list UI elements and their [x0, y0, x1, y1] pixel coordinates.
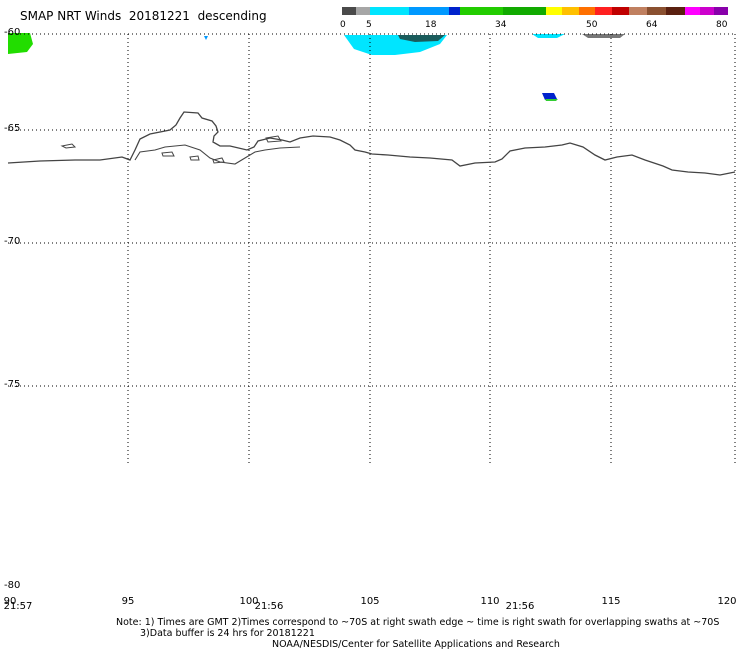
colorbar-segment: [409, 7, 449, 15]
graticule: [8, 33, 736, 465]
wind-patch-gray: [582, 34, 625, 38]
lon-tick-110: 110: [480, 596, 500, 607]
colorbar-segment: [666, 7, 686, 15]
colorbar-segment: [713, 7, 728, 15]
colorbar-label-34: 34: [495, 20, 507, 30]
antarctic-coastline: [7, 111, 736, 176]
colorbar-segment: [562, 7, 579, 15]
wind-patch-green-small: [545, 99, 558, 101]
lat-tick-65: -65: [4, 123, 21, 134]
wind-patch-blue: [542, 93, 557, 100]
footer-note-line1: Note: 1) Times are GMT 2)Times correspon…: [116, 617, 720, 628]
island-e: [212, 157, 225, 164]
lon-tick-95: 95: [121, 596, 135, 607]
coastline-shelf: [134, 144, 301, 165]
island-a: [60, 143, 77, 149]
island-c: [189, 155, 200, 161]
wind-patch-cyan-dark: [398, 35, 445, 42]
colorbar-segment: [595, 7, 612, 15]
map-title: SMAP NRT Winds 20181221 descending: [20, 9, 267, 23]
colorbar-segment: [685, 7, 700, 15]
colorbar-segment: [628, 7, 648, 15]
footer-credit: NOAA/NESDIS/Center for Satellite Applica…: [272, 639, 560, 650]
colorbar-label-18: 18: [425, 20, 437, 30]
colorbar-segment: [342, 7, 357, 15]
wind-patch-cyan-small: [532, 34, 565, 38]
wind-patch-tiny-blue: [204, 36, 208, 40]
colorbar-segment: [647, 7, 667, 15]
time-tick-3: 21:56: [505, 601, 535, 612]
footer-note-line2: 3)Data buffer is 24 hrs for 20181221: [140, 628, 315, 639]
colorbar-segment: [356, 7, 371, 15]
island-b: [161, 151, 175, 157]
colorbar-segment: [460, 7, 504, 15]
lon-tick-100: 100: [239, 596, 259, 607]
colorbar-label-64: 64: [646, 20, 658, 30]
colorbar-label-0: 0: [340, 20, 346, 30]
colorbar-segment: [370, 7, 410, 15]
colorbar-label-50: 50: [586, 20, 598, 30]
colorbar-label-5: 5: [366, 20, 372, 30]
wind-patch-green: [8, 33, 33, 54]
lon-tick-105: 105: [360, 596, 380, 607]
colorbar-segment: [503, 7, 546, 15]
lon-tick-115: 115: [601, 596, 621, 607]
colorbar-segment: [578, 7, 596, 15]
lat-tick-60: -60: [4, 27, 21, 38]
colorbar-segment: [611, 7, 629, 15]
time-tick-1: 21:57: [3, 601, 33, 612]
lon-tick-120: 120: [717, 596, 737, 607]
colorbar-segment: [448, 7, 461, 15]
lon-tick-90: 90: [3, 596, 17, 607]
time-tick-2: 21:56: [254, 601, 284, 612]
colorbar-label-80: 80: [716, 20, 728, 30]
colorbar-segment: [545, 7, 563, 15]
lat-tick-70: -70: [4, 236, 21, 247]
wind-colorbar: [342, 7, 728, 15]
island-d: [265, 135, 282, 143]
colorbar-segment: [699, 7, 714, 15]
lat-tick-80: -80: [4, 580, 21, 591]
lat-tick-75: -75: [4, 379, 21, 390]
